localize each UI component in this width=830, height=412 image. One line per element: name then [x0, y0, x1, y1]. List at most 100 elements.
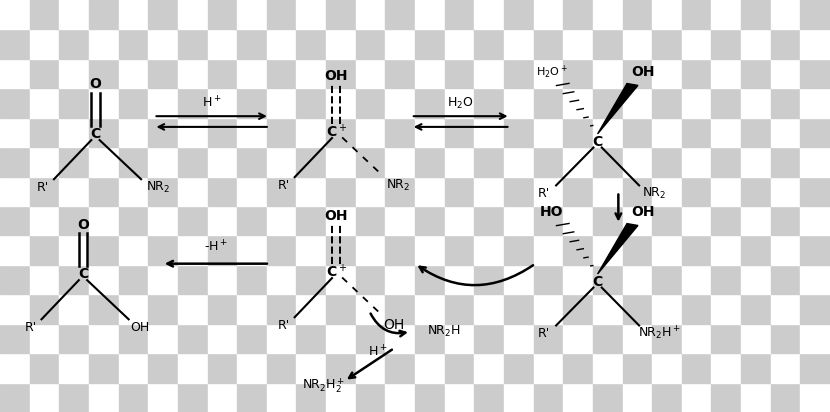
Bar — [534, 59, 564, 88]
Bar — [30, 0, 59, 29]
Bar — [149, 88, 178, 118]
Bar — [445, 29, 474, 59]
Bar — [208, 353, 237, 383]
Bar — [445, 177, 474, 206]
Bar — [356, 235, 385, 265]
Bar — [356, 353, 385, 383]
Bar — [564, 265, 593, 294]
Bar — [89, 353, 119, 383]
Bar — [800, 206, 830, 235]
Bar — [178, 118, 208, 147]
Bar — [266, 265, 296, 294]
Bar — [30, 353, 59, 383]
Bar — [593, 59, 622, 88]
Bar — [681, 147, 711, 177]
Bar — [622, 324, 652, 353]
Bar — [652, 118, 681, 147]
Bar — [208, 118, 237, 147]
Bar — [800, 29, 830, 59]
Text: C: C — [593, 135, 603, 149]
Bar — [266, 88, 296, 118]
Bar — [741, 206, 771, 235]
Bar — [771, 206, 800, 235]
Bar — [474, 0, 504, 29]
Bar — [800, 324, 830, 353]
Bar — [593, 118, 622, 147]
Text: OH: OH — [383, 318, 405, 332]
Text: H$^+$: H$^+$ — [202, 95, 222, 111]
Bar — [474, 383, 504, 412]
Bar — [681, 29, 711, 59]
Bar — [711, 29, 741, 59]
Bar — [149, 265, 178, 294]
Bar — [59, 265, 89, 294]
Bar — [30, 147, 59, 177]
Bar — [681, 324, 711, 353]
Bar — [178, 265, 208, 294]
Bar — [741, 88, 771, 118]
Bar — [89, 265, 119, 294]
Bar — [149, 324, 178, 353]
Bar — [652, 324, 681, 353]
Bar — [445, 59, 474, 88]
Bar — [534, 177, 564, 206]
Bar — [564, 59, 593, 88]
Bar — [741, 265, 771, 294]
Bar — [445, 147, 474, 177]
Bar — [415, 324, 445, 353]
Bar — [800, 383, 830, 412]
Bar — [89, 383, 119, 412]
Bar — [30, 383, 59, 412]
Bar — [504, 59, 534, 88]
Bar — [415, 29, 445, 59]
Bar — [326, 235, 356, 265]
Bar — [296, 177, 326, 206]
Bar — [711, 59, 741, 88]
Bar — [415, 265, 445, 294]
Bar — [59, 353, 89, 383]
Bar — [800, 235, 830, 265]
Bar — [534, 206, 564, 235]
Bar — [681, 383, 711, 412]
Bar — [0, 353, 30, 383]
Bar — [681, 265, 711, 294]
Bar — [711, 88, 741, 118]
Bar — [445, 353, 474, 383]
Text: NR$_2$H: NR$_2$H — [427, 324, 461, 339]
Bar — [119, 88, 149, 118]
Bar — [652, 265, 681, 294]
Bar — [237, 353, 266, 383]
Bar — [0, 0, 30, 29]
Bar — [59, 0, 89, 29]
Bar — [178, 324, 208, 353]
Bar — [356, 147, 385, 177]
Bar — [800, 88, 830, 118]
Bar — [800, 265, 830, 294]
Bar — [149, 353, 178, 383]
Bar — [208, 88, 237, 118]
Bar — [445, 118, 474, 147]
Bar — [534, 29, 564, 59]
Bar — [622, 265, 652, 294]
Bar — [59, 59, 89, 88]
Bar — [356, 294, 385, 324]
Bar — [771, 294, 800, 324]
Bar — [266, 353, 296, 383]
Bar — [652, 353, 681, 383]
Bar — [326, 118, 356, 147]
Bar — [681, 118, 711, 147]
Bar — [593, 324, 622, 353]
Bar — [119, 177, 149, 206]
Bar — [474, 147, 504, 177]
Bar — [445, 265, 474, 294]
Bar — [178, 0, 208, 29]
Bar — [385, 383, 415, 412]
Bar — [0, 177, 30, 206]
Bar — [149, 29, 178, 59]
Bar — [266, 0, 296, 29]
Bar — [296, 265, 326, 294]
Text: O: O — [77, 218, 89, 232]
Bar — [326, 265, 356, 294]
Bar — [622, 383, 652, 412]
Bar — [59, 88, 89, 118]
